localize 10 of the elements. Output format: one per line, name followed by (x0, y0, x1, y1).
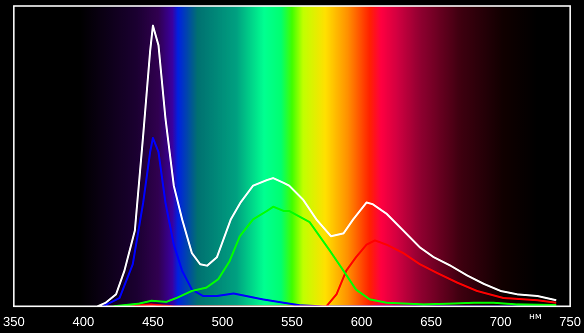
x-tick-label: 700 (490, 314, 512, 329)
x-tick-label: 450 (142, 314, 164, 329)
x-tick-label: 600 (350, 314, 372, 329)
x-axis-title: нм (529, 312, 542, 322)
x-tick-label: 750 (559, 314, 582, 329)
x-tick-label: 650 (420, 314, 442, 329)
x-tick-label: 350 (2, 314, 25, 329)
x-tick-label: 400 (72, 314, 94, 329)
x-tick-label: 500 (212, 314, 234, 329)
x-tick-label: 550 (281, 314, 303, 329)
